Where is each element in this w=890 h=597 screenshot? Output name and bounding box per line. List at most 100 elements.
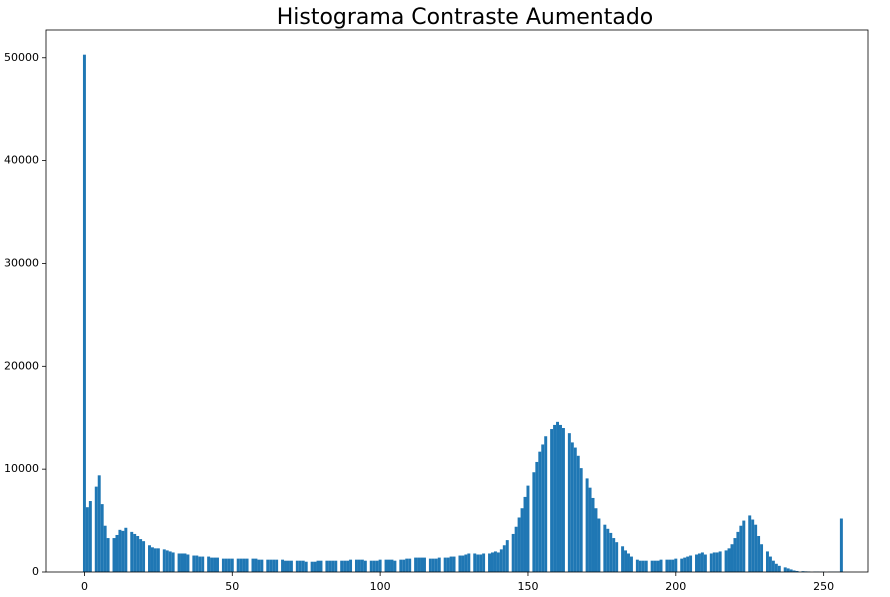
bar [535,461,539,572]
bar [384,559,388,572]
bar [133,533,137,572]
bar [695,554,698,572]
bar [629,556,633,572]
bar [612,538,616,572]
bar [177,553,181,572]
bar [304,561,308,572]
bar [275,559,279,572]
bar [594,508,598,572]
bar [496,552,500,572]
bar [221,558,225,572]
x-tick-label: 100 [370,580,391,593]
bar [517,517,521,572]
bar [783,567,787,572]
bar [428,558,432,572]
bar [550,429,554,572]
bar [207,556,211,572]
bar [88,501,92,572]
y-tick-label: 50000 [4,51,39,64]
bar [570,442,574,572]
bar [482,553,486,572]
bar [402,559,406,572]
bar [730,544,734,572]
bar [751,519,755,572]
bar [479,554,483,572]
bar [286,560,290,572]
bar [771,560,775,572]
bar [523,496,527,572]
bar [139,539,143,572]
bar [458,555,462,572]
bar [686,556,690,572]
bar [588,487,592,572]
bar [162,549,166,572]
bar [316,560,320,572]
bar [431,558,435,572]
bar [736,531,740,572]
bar [266,559,270,572]
bar [156,548,160,572]
x-tick-label: 150 [517,580,538,593]
bar [289,560,293,572]
bar [130,531,134,572]
bar [526,485,530,572]
bar [573,447,577,572]
bar [434,558,438,572]
bar [310,561,314,572]
bar [680,558,684,572]
bar [372,560,376,572]
bar [488,553,492,572]
bar [254,558,258,572]
bar [792,570,796,572]
bar [269,559,273,572]
bar [650,560,654,572]
x-tick-label: 250 [813,580,834,593]
bar [213,557,217,572]
bar [656,560,660,572]
bar [665,559,669,572]
bar [417,557,421,572]
bar [363,560,367,572]
bar [257,559,261,572]
bar [621,546,625,572]
bar [331,560,335,572]
bar [493,551,497,572]
bar [615,542,619,572]
bar [210,557,214,572]
bar [186,554,190,572]
bar [180,553,184,572]
bar [801,571,805,572]
x-tick-label: 200 [665,580,686,593]
bar [245,558,249,572]
bar [553,424,557,572]
bar [165,550,169,572]
bar [94,486,98,572]
bar [284,560,287,572]
bar [118,529,122,572]
bar [700,552,704,572]
bar [360,559,364,572]
bar [100,504,104,572]
bar [142,541,146,572]
bar [115,534,119,572]
bar [715,552,719,572]
bar [659,559,663,572]
bar [757,536,761,572]
bar [556,421,560,572]
bar [464,554,468,572]
bar [624,550,628,572]
bar [538,451,542,572]
bar [579,468,583,572]
y-tick-label: 20000 [4,359,39,372]
bar [192,555,196,572]
bar [789,569,793,572]
bar [839,518,843,572]
bar [603,524,607,572]
bar [467,553,471,572]
bar [399,559,403,572]
bar [511,533,515,572]
bar [295,560,299,572]
bar [239,558,243,572]
bar [390,559,394,572]
